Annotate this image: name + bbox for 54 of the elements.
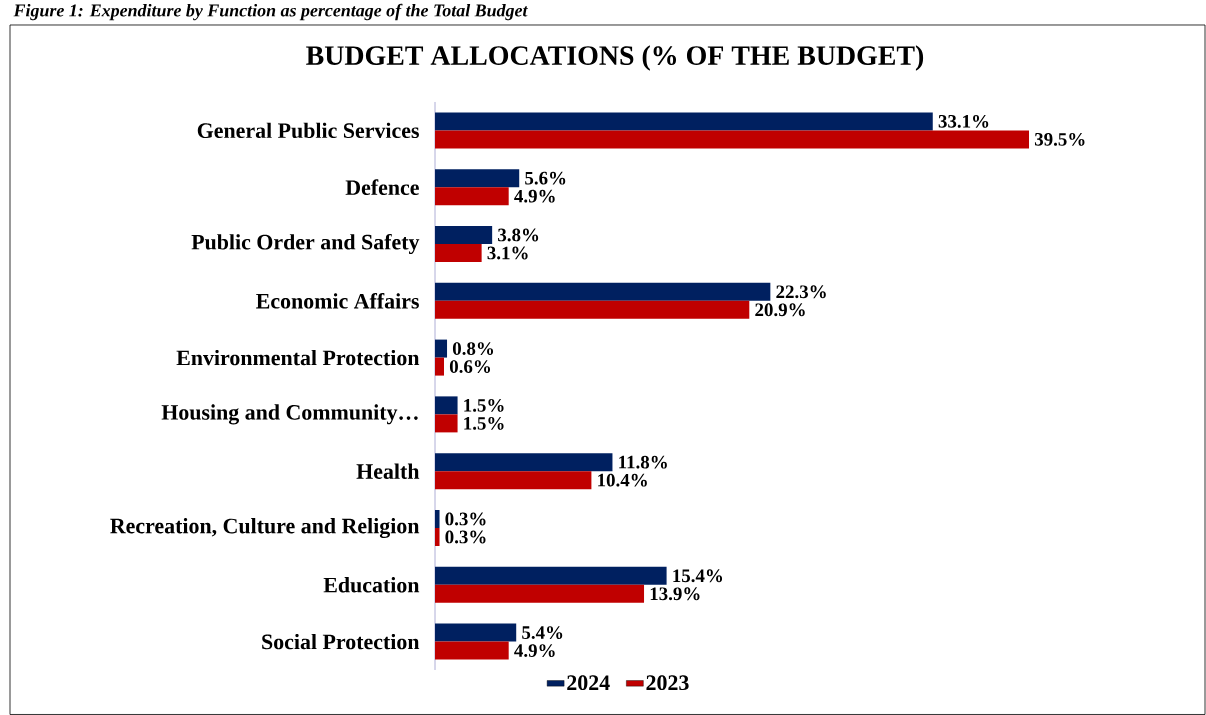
data-label: 20.9% — [755, 303, 805, 317]
data-label: 1.5% — [464, 416, 504, 430]
data-label: 22.3% — [776, 285, 826, 299]
bar — [435, 300, 750, 319]
legend-label: 2023 — [646, 675, 689, 691]
data-label: 3.1% — [487, 246, 528, 260]
data-label: 1.5% — [464, 398, 504, 412]
bar — [435, 641, 509, 660]
data-label: 15.4% — [673, 569, 723, 583]
data-label: 0.3% — [445, 512, 486, 526]
bar — [435, 396, 458, 415]
bar — [435, 509, 440, 528]
bar — [435, 527, 440, 546]
bar — [435, 339, 448, 358]
data-label: 0.8% — [452, 342, 494, 356]
data-label: 33.1% — [938, 114, 989, 128]
data-label: 3.8% — [498, 228, 539, 242]
data-label: 13.9% — [650, 587, 700, 601]
y-tick-label: Housing and Community… — [161, 404, 418, 425]
bar — [435, 130, 1030, 149]
y-tick-label: Education — [323, 577, 420, 593]
data-label: 11.8% — [619, 455, 667, 469]
data-label: 0.6% — [449, 360, 491, 374]
data-label: 4.9% — [514, 189, 555, 203]
bar — [435, 453, 613, 472]
bar — [435, 357, 445, 376]
data-label: 5.4% — [522, 626, 563, 640]
y-tick-label: Economic Affairs — [256, 292, 419, 309]
y-tick-label: Health — [356, 463, 420, 479]
bar — [435, 282, 771, 301]
y-tick-label: Defence — [345, 179, 419, 196]
bar — [435, 566, 667, 585]
y-tick-label: General Public Services — [197, 122, 419, 139]
data-label: 4.9% — [514, 644, 555, 658]
chart-title: BUDGET ALLOCATIONS (% OF THE BUDGET) — [306, 45, 924, 71]
y-tick-label: Social Protection — [262, 633, 420, 650]
bar — [435, 471, 592, 490]
bar — [435, 187, 509, 206]
data-label: 10.4% — [598, 473, 647, 487]
data-label: 39.5% — [1034, 132, 1085, 146]
bar — [435, 584, 645, 603]
bar — [435, 225, 493, 244]
y-tick-label: Recreation, Culture and Religion — [110, 517, 420, 539]
bar — [435, 169, 520, 188]
bar — [435, 623, 517, 642]
bar — [435, 112, 933, 131]
caption: Figure 1: Expenditure by Function as percentage of the Total Budget — [13, 3, 528, 21]
data-label: 5.6% — [525, 171, 566, 185]
y-tick-label: Environmental Protection — [176, 349, 420, 366]
data-label: 0.3% — [445, 530, 486, 544]
y-tick-label: Public Order and Safety — [191, 233, 420, 255]
bar — [435, 414, 458, 433]
legend-label: 2024 — [567, 675, 610, 691]
bar — [435, 243, 482, 262]
